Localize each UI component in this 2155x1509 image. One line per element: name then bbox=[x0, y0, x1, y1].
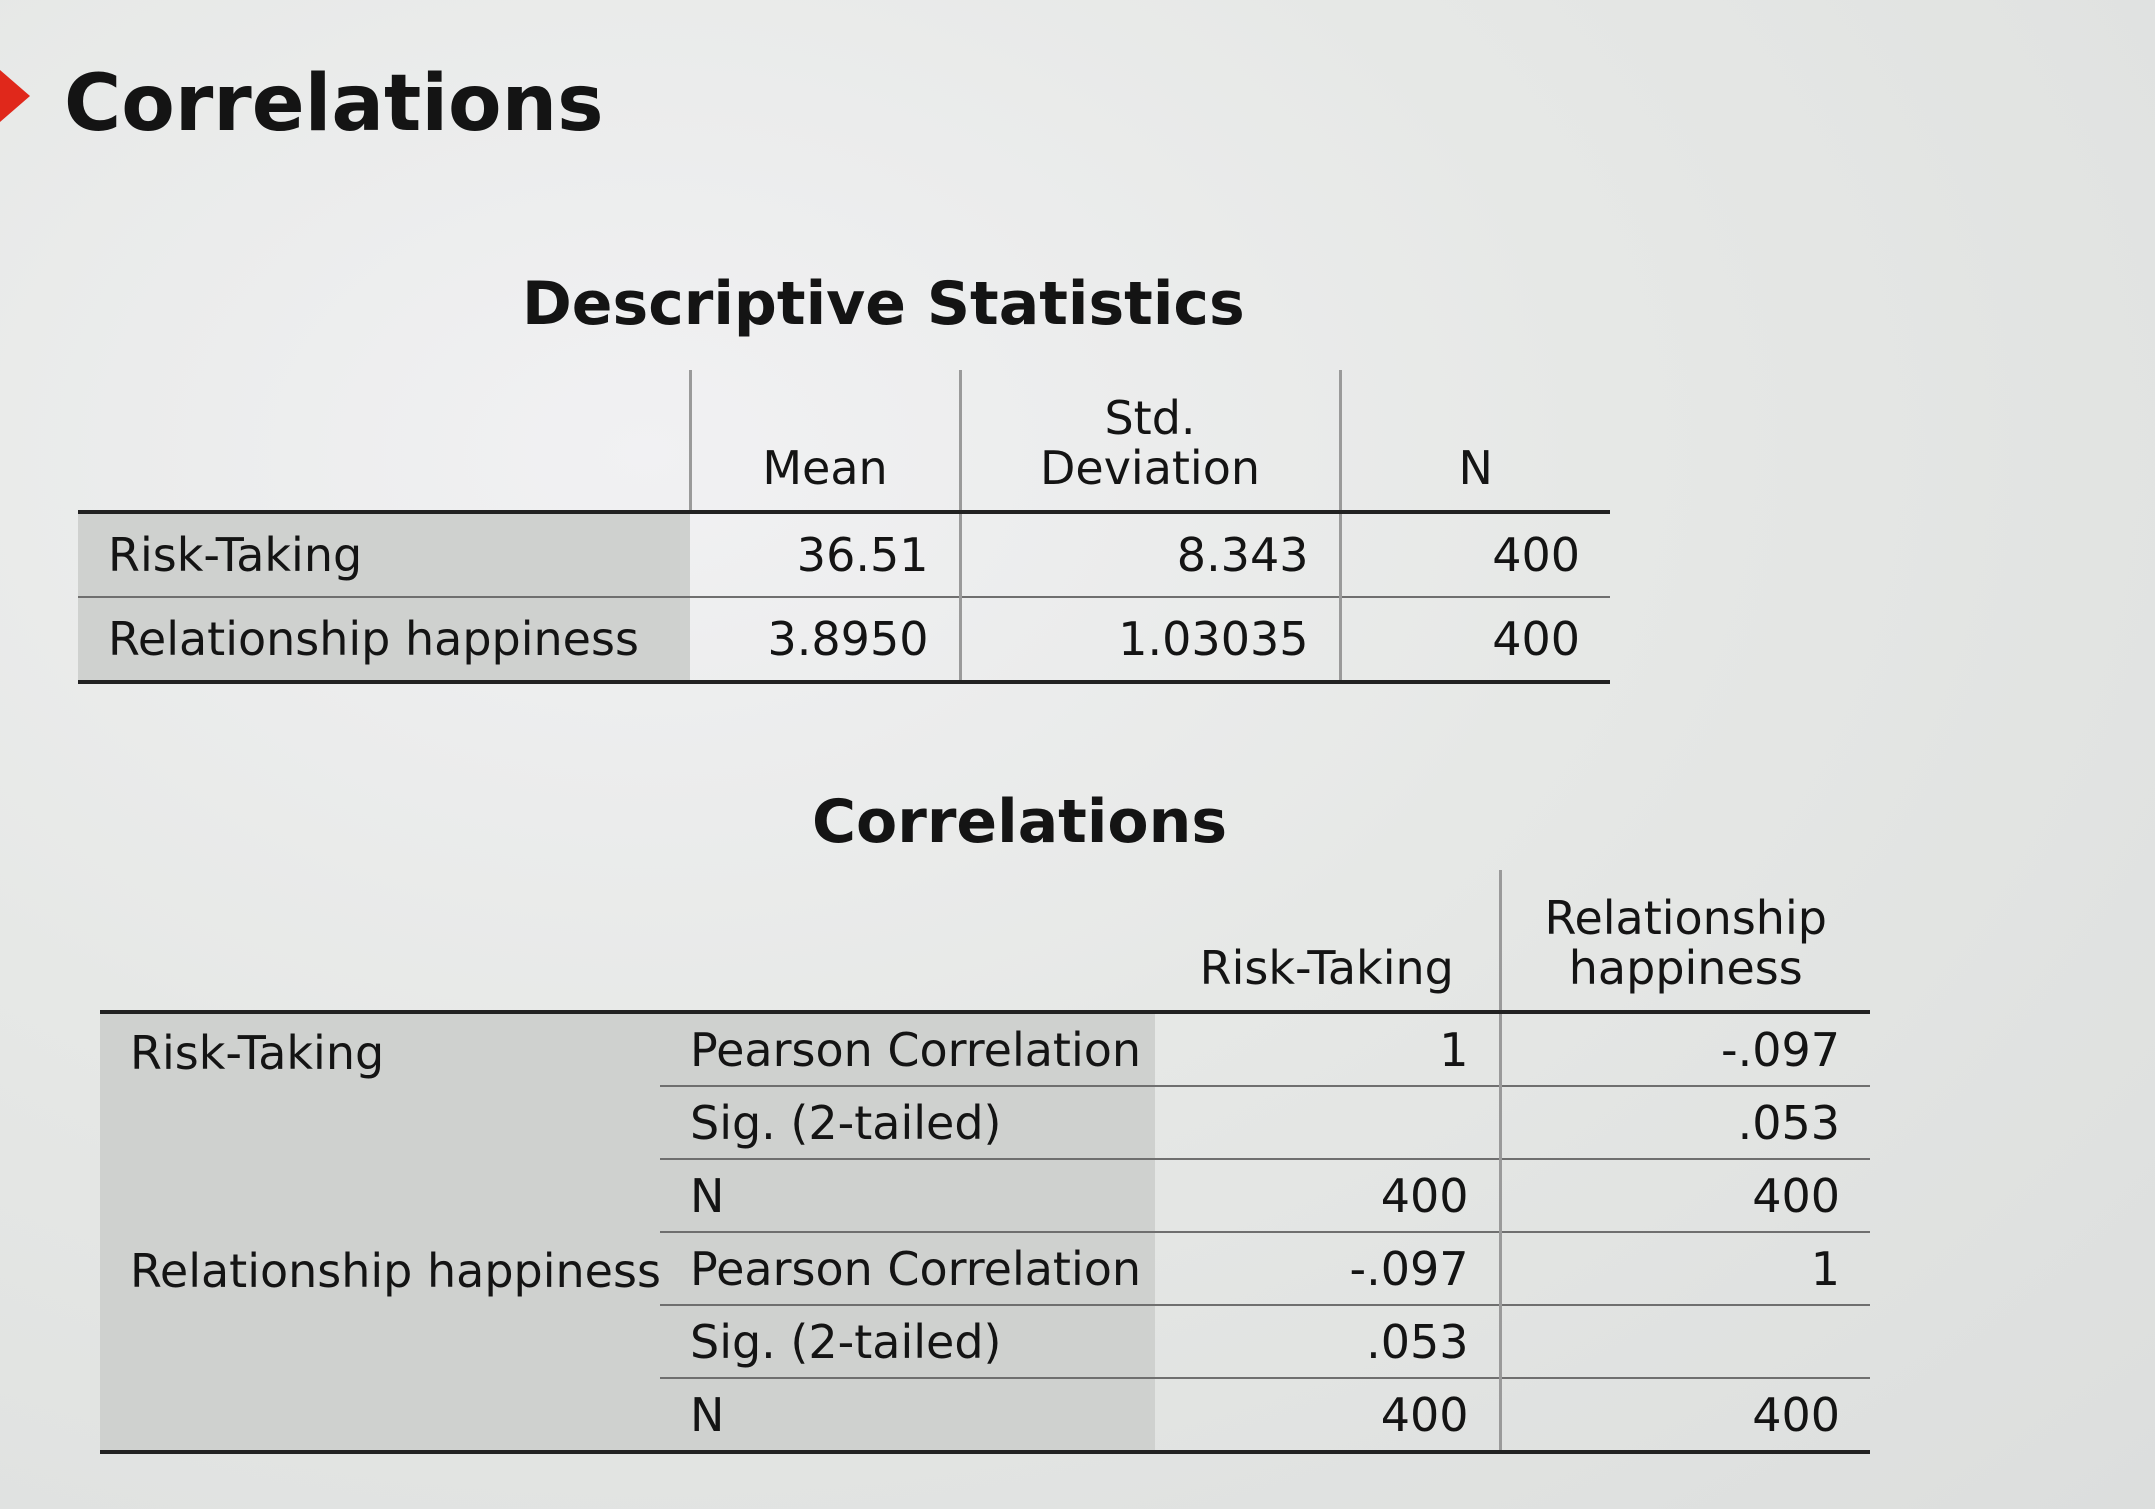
header-relationship-happiness: Relationship happiness bbox=[1498, 870, 1870, 1014]
relationship-happiness-cell bbox=[1498, 1305, 1870, 1379]
table-row: N 400 400 bbox=[100, 1378, 1870, 1454]
group-label: Risk-Taking bbox=[100, 1012, 660, 1232]
group-label: Relationship happiness bbox=[100, 1232, 661, 1454]
header-stat-corner bbox=[660, 870, 1155, 1014]
stat-label: Sig. (2-tailed) bbox=[660, 1086, 1155, 1160]
risk-taking-cell bbox=[1155, 1086, 1500, 1160]
correlations-table: Risk-Taking Relationship happiness Risk-… bbox=[100, 870, 1870, 1454]
stat-label: N bbox=[660, 1378, 1155, 1454]
section-title: Correlations bbox=[64, 59, 604, 149]
stat-label: Sig. (2-tailed) bbox=[660, 1305, 1155, 1379]
header-relationship-happiness-label: Relationship happiness bbox=[1544, 890, 1827, 996]
table-row: N 400 400 bbox=[100, 1159, 1870, 1233]
header-mean: Mean bbox=[688, 370, 960, 514]
stat-label: Pearson Correlation bbox=[660, 1232, 1155, 1306]
relationship-happiness-cell: 400 bbox=[1498, 1159, 1870, 1233]
std-deviation-cell: 1.03035 bbox=[958, 597, 1340, 684]
header-n: N bbox=[1338, 370, 1610, 514]
output-item-marker-icon[interactable] bbox=[0, 70, 30, 122]
row-label: Risk-Taking bbox=[78, 512, 690, 598]
table-row: Relationship happiness 3.8950 1.03035 40… bbox=[78, 597, 1610, 684]
descriptive-statistics-table: Mean Std. Deviation N Risk-Taking 36.51 … bbox=[78, 370, 1610, 684]
header-risk-taking: Risk-Taking bbox=[1155, 870, 1500, 1014]
relationship-happiness-cell: 1 bbox=[1498, 1232, 1870, 1306]
risk-taking-cell: -.097 bbox=[1155, 1232, 1500, 1306]
table-header-row: Risk-Taking Relationship happiness bbox=[100, 870, 1870, 1014]
stat-label: Pearson Correlation bbox=[660, 1012, 1155, 1087]
relationship-happiness-cell: 400 bbox=[1498, 1378, 1870, 1454]
std-deviation-cell: 8.343 bbox=[958, 512, 1340, 598]
table-row: Risk-Taking Pearson Correlation 1 -.097 bbox=[100, 1012, 1870, 1232]
n-cell: 400 bbox=[1338, 597, 1610, 684]
descriptive-statistics-title: Descriptive Statistics bbox=[522, 269, 1245, 339]
table-row: Relationship happiness Pearson Correlati… bbox=[100, 1232, 1870, 1454]
stat-label: N bbox=[660, 1159, 1155, 1233]
risk-taking-cell: 400 bbox=[1155, 1159, 1500, 1233]
table-row: Risk-Taking 36.51 8.343 400 bbox=[78, 512, 1610, 598]
relationship-happiness-cell: -.097 bbox=[1498, 1012, 1870, 1087]
mean-cell: 36.51 bbox=[690, 512, 960, 598]
row-label: Relationship happiness bbox=[78, 597, 690, 684]
risk-taking-cell: 400 bbox=[1155, 1378, 1500, 1454]
risk-taking-cell: .053 bbox=[1155, 1305, 1500, 1379]
risk-taking-cell: 1 bbox=[1155, 1012, 1500, 1087]
correlations-table-title: Correlations bbox=[812, 787, 1228, 857]
table-row: Sig. (2-tailed) .053 bbox=[100, 1086, 1870, 1160]
header-corner bbox=[100, 870, 660, 1014]
header-corner bbox=[78, 370, 690, 514]
table-row: Sig. (2-tailed) .053 bbox=[100, 1305, 1870, 1379]
table-header-row: Mean Std. Deviation N bbox=[78, 370, 1610, 514]
header-std-deviation: Std. Deviation bbox=[958, 370, 1340, 514]
relationship-happiness-cell: .053 bbox=[1498, 1086, 1870, 1160]
mean-cell: 3.8950 bbox=[690, 597, 960, 684]
n-cell: 400 bbox=[1338, 512, 1610, 598]
header-std-deviation-label: Std. Deviation bbox=[1039, 390, 1261, 496]
